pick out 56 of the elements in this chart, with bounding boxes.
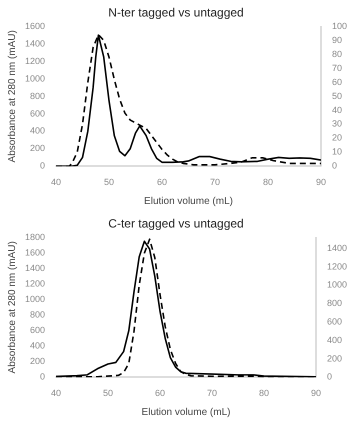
chart-title: C-ter tagged vs untagged (108, 216, 244, 231)
y2-tick-label: 90 (332, 34, 342, 45)
y-tick-label: 1600 (24, 247, 46, 258)
x-tick-label: 80 (262, 177, 273, 188)
y-tick-label: 1800 (24, 232, 46, 242)
y2-tick-label: 70 (332, 62, 342, 73)
y-tick-label: 600 (30, 325, 46, 336)
x-tick-label: 50 (103, 388, 114, 398)
x-tick-label: 60 (154, 388, 166, 398)
x-tick-label: 40 (51, 177, 62, 188)
y2-tick-label: 100 (332, 20, 348, 31)
y-tick-label: 800 (30, 310, 46, 320)
y-tick-label: 200 (30, 356, 46, 366)
x-axis-title: Elution volume (mL) (144, 196, 233, 207)
y-tick-label: 1000 (24, 73, 46, 84)
x-tick-label: 50 (104, 177, 114, 188)
chart-title: N-ter tagged vs untagged (108, 6, 244, 20)
y2-tick-label: 1400 (326, 242, 348, 253)
y2-tick-label: 0 (326, 372, 332, 382)
y2-tick-label: 10 (332, 146, 342, 157)
y-tick-label: 0 (40, 372, 46, 382)
y2-tick-label: 400 (326, 334, 342, 345)
y-tick-label: 1000 (24, 294, 46, 304)
y-tick-label: 1200 (24, 56, 46, 66)
x-tick-label: 70 (206, 388, 218, 398)
y2-tick-label: 80 (332, 48, 342, 59)
y-tick-label: 800 (30, 90, 46, 101)
x-tick-label: 70 (210, 177, 220, 188)
y-axis-title: Absorbance at 280 nm (mAU) (6, 241, 18, 374)
y-tick-label: 1600 (24, 20, 46, 31)
x-tick-label: 40 (51, 388, 62, 398)
x-tick-label: 90 (310, 388, 321, 398)
x-tick-label: 90 (316, 177, 326, 188)
y-tick-label: 1400 (24, 38, 46, 48)
y-tick-label: 1200 (24, 278, 46, 288)
x-axis-title: Elution volume (mL) (142, 406, 230, 418)
y2-tick-label: 20 (332, 132, 342, 143)
y-tick-label: 600 (30, 108, 46, 118)
y-tick-label: 200 (30, 143, 46, 154)
y2-tick-label: 0 (332, 160, 337, 171)
x-tick-label: 80 (258, 388, 269, 398)
y-tick-label: 400 (30, 340, 46, 351)
y2-tick-label: 50 (332, 90, 342, 101)
y2-tick-label: 800 (326, 298, 342, 308)
y2-tick-label: 1000 (326, 280, 348, 290)
y-tick-label: 0 (40, 160, 46, 171)
y2-tick-label: 1200 (326, 261, 348, 272)
y-tick-label: 400 (30, 126, 46, 136)
y2-tick-label: 30 (332, 118, 342, 129)
x-tick-label: 60 (157, 177, 168, 188)
y2-tick-label: 200 (326, 353, 342, 364)
y2-tick-label: 600 (326, 316, 342, 326)
y-tick-label: 1400 (24, 262, 46, 273)
y-axis-title: Absorbance at 280 nm (mAU) (6, 30, 18, 162)
y2-tick-label: 60 (332, 76, 342, 87)
y2-tick-label: 40 (332, 104, 342, 115)
